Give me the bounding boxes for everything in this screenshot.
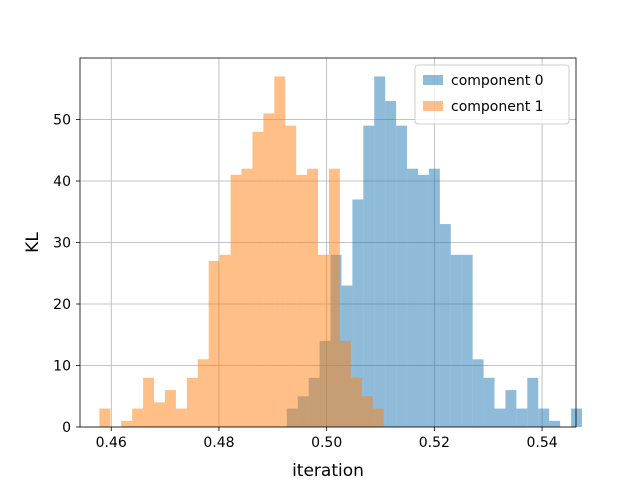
series-1-bar-16 xyxy=(274,76,286,427)
series-0-bar-6 xyxy=(352,199,364,427)
series-0-bar-11 xyxy=(407,168,418,427)
series-1-bar-20 xyxy=(318,254,329,427)
series-1-bar-3 xyxy=(132,408,144,427)
series-0-bar-20 xyxy=(505,390,517,427)
series-1-bar-12 xyxy=(230,174,242,427)
series-1-bar-15 xyxy=(263,113,275,427)
x-tick-label-0: 0.46 xyxy=(96,435,127,451)
y-tick-label-1: 10 xyxy=(53,359,71,375)
series-0-bar-17 xyxy=(472,359,484,427)
y-tick-label-2: 20 xyxy=(53,297,71,313)
ticks-layer: 0.46 0.48 0.50 0.52 0.54 0 10 20 30 40 50 xyxy=(53,113,558,452)
series-0-bar-26 xyxy=(571,408,582,427)
series-0-bar-8 xyxy=(374,76,386,427)
legend-label-1: component 1 xyxy=(451,99,544,115)
series-1-bar-18 xyxy=(296,174,308,427)
series-1-bar-21 xyxy=(328,168,340,427)
x-tick-label-2: 0.50 xyxy=(311,435,342,451)
series-1-bar-11 xyxy=(219,254,231,427)
legend-swatch-1 xyxy=(423,101,443,111)
series-0-bar-10 xyxy=(396,125,408,428)
series-1-bar-7 xyxy=(175,408,187,427)
series-0-bar-7 xyxy=(363,125,375,428)
x-tick-label-4: 0.54 xyxy=(526,435,557,451)
x-tick-label-1: 0.48 xyxy=(203,435,234,451)
series-1-bar-13 xyxy=(241,168,253,427)
series-1-bar-6 xyxy=(164,390,176,427)
legend-box xyxy=(414,64,570,125)
series-1-bar-25 xyxy=(372,408,384,427)
series-0-bar-15 xyxy=(450,254,462,427)
series-1-bar-22 xyxy=(339,340,351,427)
series-1-bar-4 xyxy=(143,377,155,427)
series-1-bar-9 xyxy=(197,359,209,427)
series-1-bar-8 xyxy=(186,377,198,427)
series-0-bar-16 xyxy=(461,254,473,427)
series-0-bar-23 xyxy=(538,408,550,427)
series-1-bar-2 xyxy=(121,420,133,427)
series-0-bar-19 xyxy=(494,408,506,427)
x-axis-label: iteration xyxy=(292,461,364,480)
y-tick-label-0: 0 xyxy=(62,420,71,436)
legend-swatch-0 xyxy=(423,75,443,85)
series-1-bar-10 xyxy=(208,260,220,427)
series-1-bar-5 xyxy=(154,402,165,427)
series-1-bar-19 xyxy=(307,168,319,427)
legend: component 0 component 1 xyxy=(414,64,570,125)
series-1-bar-24 xyxy=(361,396,373,427)
series-0-bar-24 xyxy=(549,420,561,427)
series-0-bar-13 xyxy=(428,168,440,427)
series-0-bar-22 xyxy=(527,377,539,427)
y-tick-label-3: 30 xyxy=(53,236,71,252)
series-0-bar-9 xyxy=(385,101,397,428)
series-1-bar-0 xyxy=(99,408,111,427)
series-1-bar-23 xyxy=(350,377,362,427)
x-tick-label-3: 0.52 xyxy=(419,435,450,451)
y-tick-label-4: 40 xyxy=(53,174,71,190)
y-tick-label-5: 50 xyxy=(53,113,71,129)
series-0-bar-12 xyxy=(417,174,429,427)
series-0-bar-18 xyxy=(483,377,495,427)
series-1-bar-17 xyxy=(285,125,297,428)
series-0-bar-14 xyxy=(439,224,451,427)
series-0-bar-21 xyxy=(516,408,528,427)
bars-layer xyxy=(99,76,582,428)
series-1-bar-14 xyxy=(252,131,264,428)
legend-label-0: component 0 xyxy=(451,73,544,89)
y-axis-label: KL xyxy=(23,232,43,253)
